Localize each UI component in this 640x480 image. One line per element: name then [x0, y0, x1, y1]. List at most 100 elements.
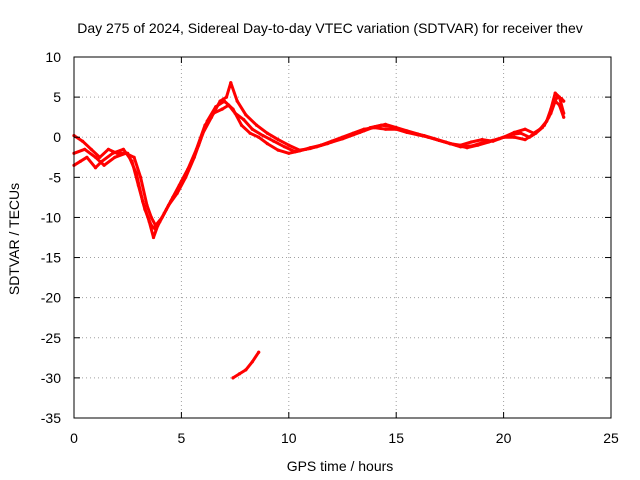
- data-point: [113, 155, 117, 159]
- data-point: [319, 143, 323, 147]
- data-point: [134, 171, 138, 175]
- data-point: [121, 147, 125, 151]
- data-point: [233, 111, 237, 115]
- y-tick-label: -30: [41, 370, 61, 386]
- data-point: [502, 135, 506, 139]
- data-point: [141, 199, 145, 203]
- data-point: [287, 143, 291, 147]
- data-point: [227, 103, 231, 107]
- y-tick-label: 10: [45, 49, 61, 65]
- data-point: [351, 133, 355, 137]
- data-point: [192, 155, 196, 159]
- y-tick-label: -35: [41, 410, 61, 426]
- data-point: [265, 131, 269, 135]
- data-point: [549, 107, 553, 111]
- data-point: [330, 140, 334, 144]
- data-point: [469, 144, 473, 148]
- data-point: [244, 113, 248, 117]
- data-point: [512, 130, 516, 134]
- data-point: [373, 125, 377, 129]
- data-point: [405, 129, 409, 133]
- data-point: [553, 91, 557, 95]
- data-point: [184, 175, 188, 179]
- data-point: [562, 111, 566, 115]
- data-point: [106, 147, 110, 151]
- data-point: [362, 129, 366, 133]
- data-point: [149, 215, 153, 219]
- y-tick-label: -20: [41, 290, 61, 306]
- data-point: [545, 119, 549, 123]
- data-point: [340, 137, 345, 141]
- data-point: [255, 123, 259, 127]
- series-layer: [72, 81, 566, 380]
- data-point: [480, 141, 484, 145]
- data-point: [276, 138, 280, 142]
- x-axis-title: GPS time / hours: [287, 458, 394, 474]
- data-point: [459, 145, 463, 149]
- data-point: [147, 219, 151, 224]
- data-point: [175, 191, 179, 195]
- data-point: [160, 215, 164, 219]
- y-tick-label: 5: [53, 89, 61, 105]
- data-point: [293, 150, 297, 154]
- data-point: [248, 131, 252, 135]
- data-point: [242, 118, 246, 122]
- data-point: [557, 95, 562, 99]
- data-point: [416, 132, 420, 136]
- data-point: [523, 127, 527, 131]
- data-point: [383, 127, 388, 131]
- data-point: [469, 140, 473, 144]
- data-point: [308, 146, 312, 151]
- data-point: [261, 134, 265, 138]
- data-point: [426, 135, 430, 139]
- data-point: [527, 135, 532, 139]
- data-point: [231, 376, 235, 380]
- data-point: [538, 127, 542, 131]
- data-point: [115, 151, 119, 155]
- plot-frame: [73, 56, 612, 419]
- data-point: [394, 126, 398, 130]
- data-point: [81, 139, 85, 143]
- data-point: [102, 163, 106, 167]
- data-point: [437, 138, 441, 142]
- data-point: [480, 138, 484, 142]
- data-point: [562, 99, 566, 103]
- data-point: [272, 139, 276, 143]
- y-tick-label: -10: [41, 209, 61, 225]
- data-point: [244, 368, 248, 372]
- data-point: [151, 235, 156, 240]
- data-point: [512, 135, 516, 139]
- data-point: [89, 147, 93, 151]
- data-point: [250, 360, 254, 364]
- x-tick-label: 20: [496, 430, 512, 446]
- x-tick-label: 15: [388, 430, 404, 446]
- data-point: [209, 115, 214, 119]
- data-point: [257, 135, 261, 139]
- data-point: [532, 131, 536, 135]
- y-axis-title: SDTVAR / TECUs: [6, 183, 22, 295]
- data-point: [287, 151, 291, 155]
- data-point: [237, 372, 241, 376]
- chart-title: Day 275 of 2024, Sidereal Day-to-day VTE…: [77, 20, 583, 36]
- data-point: [83, 147, 87, 151]
- axis-ticks: 0 5 10 15 20 25 10 5 0 -5 -10 -15 -20 -25 -30 -35: [41, 49, 619, 446]
- x-tick-label: 25: [603, 430, 619, 446]
- x-tick-label: 10: [281, 430, 297, 446]
- data-point: [235, 99, 239, 103]
- data-point: [282, 145, 287, 149]
- data-point: [166, 203, 171, 207]
- data-point: [218, 99, 222, 103]
- data-point: [523, 138, 527, 142]
- data-point: [98, 155, 102, 159]
- data-point: [562, 115, 566, 119]
- data-point: [224, 95, 229, 99]
- y-tick-label: -5: [49, 169, 62, 185]
- data-point: [491, 138, 495, 142]
- data-point: [139, 175, 143, 179]
- data-point: [265, 142, 269, 146]
- data-point: [145, 203, 149, 207]
- data-point: [383, 122, 388, 126]
- y-tick-label: 0: [53, 129, 61, 145]
